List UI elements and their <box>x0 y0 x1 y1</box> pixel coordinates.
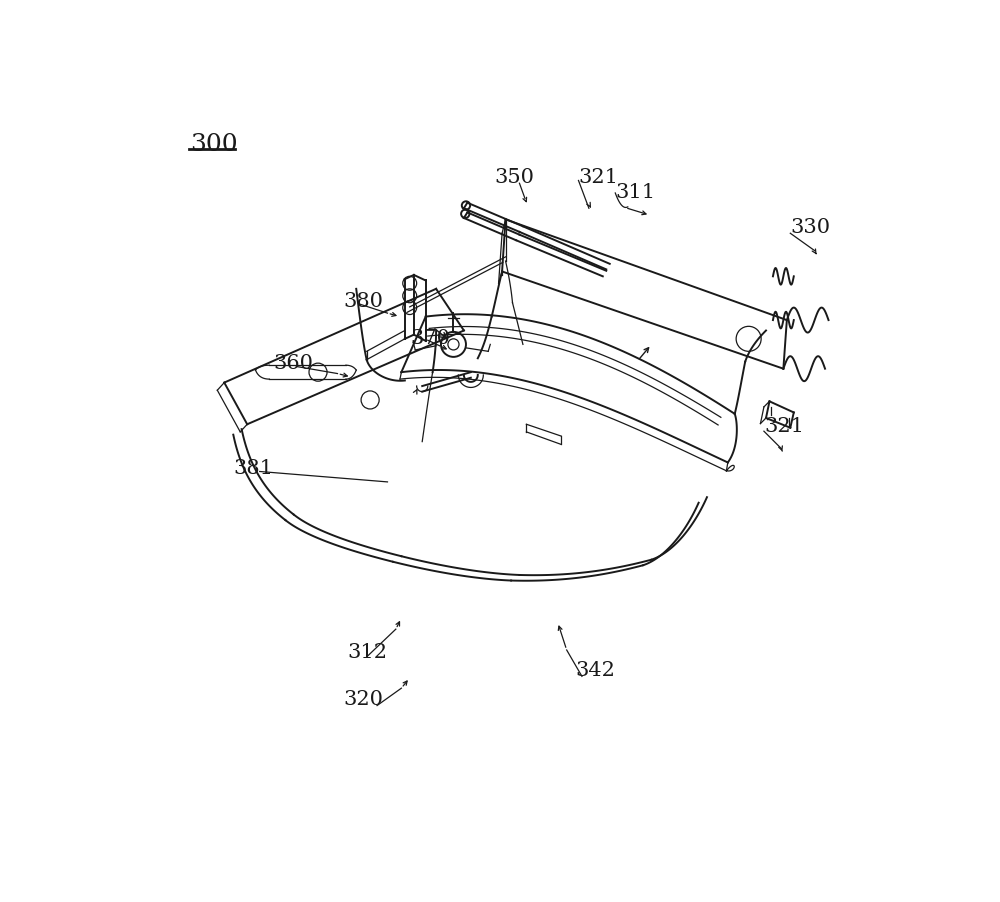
Text: 381: 381 <box>233 458 273 477</box>
Text: 330: 330 <box>790 218 830 237</box>
Text: 312: 312 <box>347 643 387 662</box>
Text: 370: 370 <box>410 329 450 348</box>
Text: 321: 321 <box>578 168 618 188</box>
Text: 311: 311 <box>615 183 655 202</box>
Text: 320: 320 <box>343 691 383 710</box>
Text: 380: 380 <box>343 292 383 311</box>
Text: 321: 321 <box>764 417 804 436</box>
Text: 350: 350 <box>494 168 534 188</box>
Text: 360: 360 <box>273 354 313 373</box>
Text: 300: 300 <box>190 133 238 156</box>
Text: 342: 342 <box>575 661 615 680</box>
